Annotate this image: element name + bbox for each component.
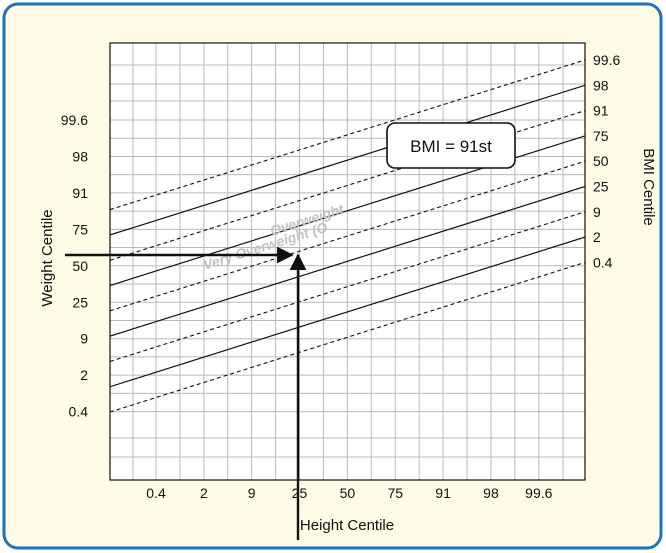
x-tick-label: 0.4 bbox=[146, 485, 166, 501]
y-left-tick-label: 9 bbox=[80, 331, 88, 347]
x-axis-ticks: 0.4 2 9 25 50 75 91 98 99.6 bbox=[146, 485, 552, 501]
x-tick-label: 99.6 bbox=[525, 485, 552, 501]
y-left-tick-label: 25 bbox=[72, 294, 88, 310]
y-right-tick-label: 98 bbox=[593, 77, 609, 93]
x-tick-label: 9 bbox=[248, 485, 256, 501]
y-right-tick-label: 9 bbox=[593, 204, 601, 220]
bmi-centile-line-2 bbox=[110, 236, 585, 388]
x-tick-label: 98 bbox=[483, 485, 499, 501]
y-left-tick-label: 75 bbox=[72, 221, 88, 237]
y-left-tick-label: 91 bbox=[72, 185, 88, 201]
bmi-centile-line-0-4 bbox=[110, 261, 585, 413]
y-left-tick-label: 98 bbox=[72, 148, 88, 164]
x-tick-label: 2 bbox=[200, 485, 208, 501]
y-right-tick-label: 99.6 bbox=[593, 52, 620, 68]
y-right-tick-label: 75 bbox=[593, 128, 609, 144]
x-tick-label: 25 bbox=[292, 485, 308, 501]
y-right-tick-label: 50 bbox=[593, 153, 609, 169]
bmi-result-label: BMI = 91st bbox=[410, 137, 492, 156]
bmi-centile-line-99-6 bbox=[110, 59, 585, 211]
x-tick-label: 75 bbox=[387, 485, 403, 501]
y-right-axis-title: BMI Centile bbox=[640, 148, 657, 226]
x-tick-label: 50 bbox=[340, 485, 356, 501]
bmi-centile-line-50 bbox=[110, 160, 585, 312]
x-axis-title: Height Centile bbox=[300, 517, 394, 534]
y-left-tick-label: 50 bbox=[72, 258, 88, 274]
bmi-centile-line-98 bbox=[110, 84, 585, 236]
bmi-result-callout: BMI = 91st bbox=[386, 122, 516, 169]
y-right-tick-label: 91 bbox=[593, 103, 609, 119]
y-left-axis-ticks: 99.6 98 91 75 50 25 9 2 0.4 bbox=[61, 112, 88, 420]
bmi-centile-line-9 bbox=[110, 211, 585, 362]
y-right-tick-label: 25 bbox=[593, 179, 609, 195]
callout-box bbox=[386, 122, 516, 169]
y-left-tick-label: 0.4 bbox=[69, 404, 89, 420]
y-right-tick-label: 0.4 bbox=[593, 254, 613, 270]
y-right-tick-label: 2 bbox=[593, 229, 601, 245]
x-tick-label: 91 bbox=[435, 485, 451, 501]
y-left-tick-label: 99.6 bbox=[61, 112, 88, 128]
bmi-centile-line-25 bbox=[110, 185, 585, 337]
plot-border bbox=[109, 42, 586, 481]
y-left-tick-label: 2 bbox=[80, 367, 88, 383]
y-right-axis-ticks: 99.6 98 91 75 50 25 9 2 0.4 bbox=[593, 52, 620, 270]
y-left-axis-title: Weight Centile bbox=[39, 209, 56, 306]
